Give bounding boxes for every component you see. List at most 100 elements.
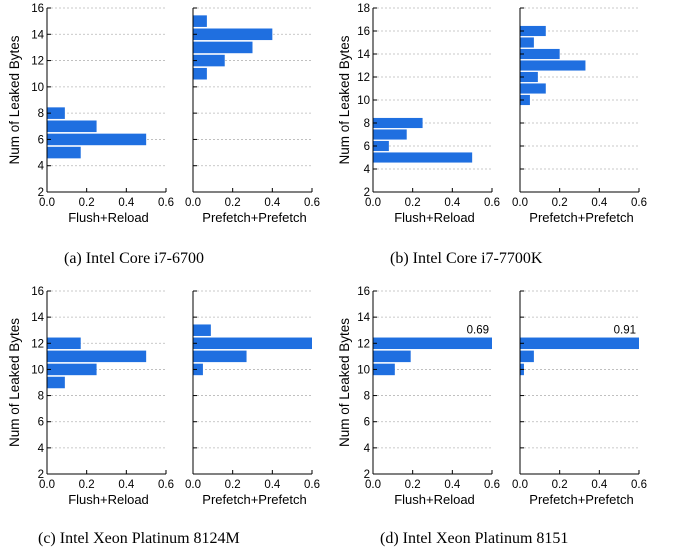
y-tick-label: 12 [357, 72, 370, 84]
x-tick-label: 0.2 [225, 197, 241, 209]
x-tick-label: 0.4 [264, 479, 281, 491]
y-tick-label: 14 [31, 29, 44, 41]
x-tick-label: 0.6 [631, 197, 647, 209]
x-tick-label: 0.0 [512, 479, 528, 491]
x-tick-label: 0.4 [118, 197, 135, 209]
y-tick-label: 2 [38, 469, 44, 481]
x-tick-label: 0.6 [304, 197, 320, 209]
y-axis-label: Num of Leaked Bytes [337, 318, 352, 447]
y-tick-label: 2 [364, 469, 370, 481]
bar [520, 71, 538, 83]
x-tick-label: 0.4 [444, 479, 461, 491]
y-tick-label: 4 [364, 164, 371, 176]
x-axis-label: Prefetch+Prefetch [202, 210, 306, 225]
x-tick-label: 0.4 [591, 479, 608, 491]
bar [520, 94, 530, 106]
x-tick-label: 0.6 [484, 479, 500, 491]
x-axis-label: Flush+Reload [394, 210, 475, 225]
y-tick-label: 8 [364, 118, 370, 130]
y-tick-label: 10 [31, 364, 44, 376]
caption-d: (d) Intel Xeon Platinum 8151 [380, 530, 569, 547]
y-axis-label: Num of Leaked Bytes [337, 35, 352, 164]
x-tick-label: 0.4 [264, 197, 281, 209]
x-tick-label: 0.2 [79, 479, 95, 491]
bar [373, 350, 411, 363]
bar [193, 350, 247, 363]
y-tick-label: 10 [357, 364, 370, 376]
x-tick-label: 0.4 [591, 197, 608, 209]
y-tick-label: 6 [364, 417, 370, 429]
y-tick-label: 14 [31, 312, 44, 324]
y-tick-label: 8 [38, 391, 44, 403]
x-tick-label: 0.6 [631, 479, 647, 491]
y-tick-label: 6 [364, 141, 370, 153]
bar [47, 337, 81, 350]
bar [193, 67, 207, 80]
y-tick-label: 8 [364, 391, 370, 403]
y-tick-label: 16 [31, 3, 44, 15]
y-tick-label: 16 [357, 286, 370, 298]
y-axis-label: Num of Leaked Bytes [7, 35, 22, 164]
x-tick-label: 0.0 [365, 197, 381, 209]
bar [373, 337, 492, 350]
y-tick-label: 6 [38, 417, 44, 429]
bar [373, 152, 473, 163]
bar [193, 337, 312, 350]
bar [47, 376, 65, 389]
x-axis-label: Flush+Reload [68, 492, 149, 507]
bar [373, 117, 423, 129]
bar [47, 133, 147, 146]
y-axis-label: Num of Leaked Bytes [7, 318, 22, 447]
y-tick-label: 4 [364, 443, 371, 455]
x-tick-label: 0.2 [405, 197, 421, 209]
x-tick-label: 0.6 [484, 197, 500, 209]
x-tick-label: 0.0 [512, 197, 528, 209]
bar [47, 363, 97, 376]
x-tick-label: 0.6 [158, 479, 174, 491]
y-tick-label: 4 [38, 443, 45, 455]
y-tick-label: 10 [357, 95, 370, 107]
caption-a: (a) Intel Core i7-6700 [64, 250, 204, 267]
y-tick-label: 4 [38, 161, 45, 173]
caption-c: (c) Intel Xeon Platinum 8124M [38, 530, 240, 547]
y-tick-label: 8 [38, 108, 44, 120]
x-tick-label: 0.0 [365, 479, 381, 491]
y-tick-label: 6 [38, 134, 44, 146]
x-tick-label: 0.0 [185, 197, 201, 209]
x-tick-label: 0.2 [225, 479, 241, 491]
bar [520, 25, 546, 37]
x-tick-label: 0.0 [185, 479, 201, 491]
bar [193, 15, 207, 27]
x-tick-label: 0.4 [118, 479, 135, 491]
x-tick-label: 0.6 [158, 197, 174, 209]
bar [193, 363, 203, 376]
y-tick-label: 12 [31, 56, 44, 68]
y-tick-label: 14 [357, 49, 370, 61]
bar [520, 83, 546, 94]
x-axis-label: Prefetch+Prefetch [529, 210, 633, 225]
bar [373, 140, 389, 152]
bar [520, 350, 534, 363]
bar [520, 48, 560, 60]
bar [520, 337, 639, 350]
x-tick-label: 0.2 [552, 479, 568, 491]
bar [520, 60, 586, 71]
bar [193, 28, 273, 41]
y-tick-label: 12 [357, 338, 370, 350]
x-axis-label: Flush+Reload [394, 492, 475, 507]
y-tick-label: 18 [357, 3, 370, 15]
x-axis-label: Prefetch+Prefetch [202, 492, 306, 507]
bar [47, 107, 65, 119]
bar [373, 363, 395, 376]
bar [193, 41, 253, 54]
x-tick-label: 0.4 [444, 197, 461, 209]
x-tick-label: 0.2 [405, 479, 421, 491]
y-tick-label: 2 [38, 187, 44, 199]
x-tick-label: 0.0 [39, 479, 55, 491]
bar [47, 120, 97, 133]
bar [193, 54, 225, 67]
bar-value-label: 0.69 [467, 325, 489, 337]
bar [47, 350, 147, 363]
x-tick-label: 0.6 [304, 479, 320, 491]
